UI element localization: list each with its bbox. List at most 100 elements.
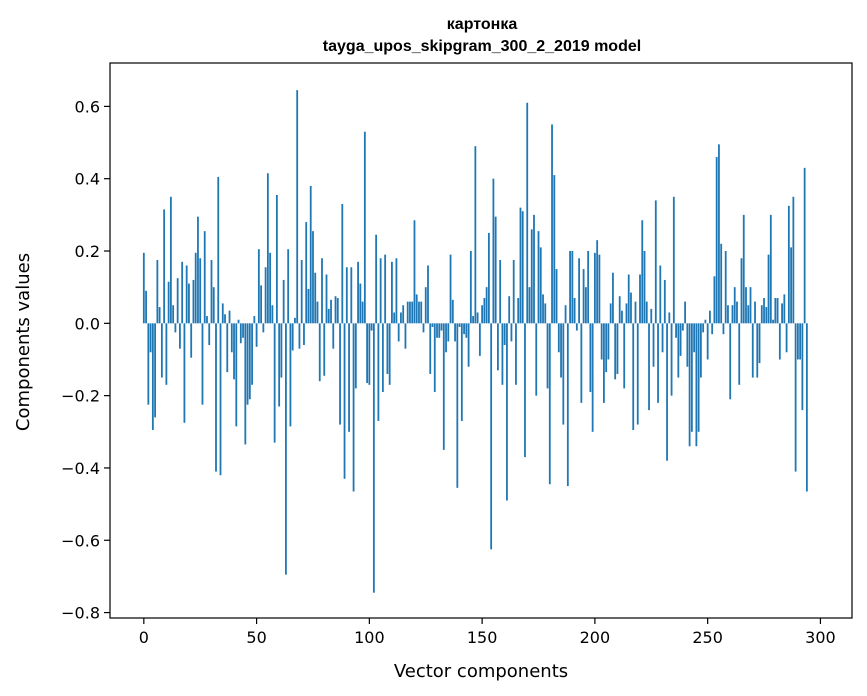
bar xyxy=(736,301,738,324)
bar xyxy=(600,323,603,360)
bar xyxy=(210,260,213,324)
bar xyxy=(303,323,305,346)
plot-frame xyxy=(109,62,853,619)
bar xyxy=(580,323,583,403)
bar xyxy=(478,323,481,356)
bar xyxy=(544,303,547,324)
bar xyxy=(314,272,317,324)
bar xyxy=(467,323,470,367)
bar xyxy=(275,194,278,324)
x-tick-label: 300 xyxy=(805,628,836,647)
bar xyxy=(201,323,204,405)
bar xyxy=(147,323,150,405)
bar xyxy=(686,323,689,367)
bar xyxy=(476,312,479,324)
bar xyxy=(160,323,163,378)
bar xyxy=(517,298,520,324)
bar xyxy=(151,323,154,430)
bar xyxy=(711,323,714,335)
bar xyxy=(381,323,384,393)
x-tick-label: 200 xyxy=(580,628,611,647)
bar xyxy=(618,296,621,324)
bar xyxy=(226,323,229,373)
bar xyxy=(264,267,267,324)
bar xyxy=(639,274,641,324)
bar xyxy=(603,323,605,403)
bar xyxy=(260,285,262,324)
bar xyxy=(282,279,285,324)
bar xyxy=(413,220,416,324)
bar xyxy=(154,323,156,418)
bar xyxy=(632,323,635,430)
bar xyxy=(429,323,432,374)
bar xyxy=(221,303,224,324)
bar xyxy=(666,323,668,461)
bar xyxy=(224,314,226,324)
bar xyxy=(709,310,711,324)
bar xyxy=(648,323,650,411)
bar xyxy=(548,323,551,485)
bar xyxy=(217,176,220,324)
bar xyxy=(354,323,357,389)
bar xyxy=(318,323,321,382)
x-tick-label: 100 xyxy=(354,628,385,647)
bar xyxy=(803,167,806,324)
bar xyxy=(758,323,761,364)
bar xyxy=(350,267,353,324)
bar xyxy=(623,323,626,389)
bar xyxy=(197,216,199,324)
bar xyxy=(456,323,459,488)
bar xyxy=(499,260,502,324)
bar xyxy=(375,234,378,324)
bar xyxy=(668,312,671,324)
bars-group xyxy=(142,90,808,593)
bar xyxy=(706,323,709,360)
bar xyxy=(776,298,779,324)
bar xyxy=(397,323,400,342)
bar xyxy=(740,258,743,324)
bar xyxy=(751,323,754,378)
bar xyxy=(497,323,499,371)
bar xyxy=(695,323,698,447)
bar xyxy=(519,207,522,324)
bar xyxy=(612,272,614,324)
bar xyxy=(690,323,693,432)
bar xyxy=(422,323,425,333)
bar xyxy=(377,323,380,421)
bar xyxy=(388,323,391,385)
x-tick-label: 50 xyxy=(246,628,266,647)
bar xyxy=(528,287,531,324)
bar xyxy=(345,267,348,324)
bar xyxy=(273,323,276,443)
bar xyxy=(630,292,632,324)
y-tick-label: 0.6 xyxy=(75,97,100,116)
bar xyxy=(142,252,145,324)
bar xyxy=(745,287,747,324)
bar xyxy=(194,252,197,324)
bar xyxy=(582,269,585,324)
bar xyxy=(208,323,211,346)
bar xyxy=(515,323,517,385)
x-axis: 0 50 100 150 200 250 300 xyxy=(139,618,836,647)
bar xyxy=(487,232,490,324)
bar xyxy=(463,323,465,335)
bar xyxy=(336,298,339,324)
bar xyxy=(167,281,170,324)
bar xyxy=(569,251,571,324)
bar xyxy=(176,278,179,324)
x-tick-label: 150 xyxy=(467,628,498,647)
bar xyxy=(402,305,405,324)
bar xyxy=(492,178,495,324)
bar xyxy=(792,196,795,324)
bar xyxy=(778,323,781,360)
bar xyxy=(169,196,172,324)
bar xyxy=(587,251,590,324)
bar xyxy=(472,316,474,324)
bar xyxy=(672,196,675,324)
bar xyxy=(781,303,783,324)
bar xyxy=(368,323,371,385)
bar xyxy=(271,305,274,324)
bar xyxy=(584,287,587,324)
bar xyxy=(718,144,720,324)
bar xyxy=(431,323,434,327)
